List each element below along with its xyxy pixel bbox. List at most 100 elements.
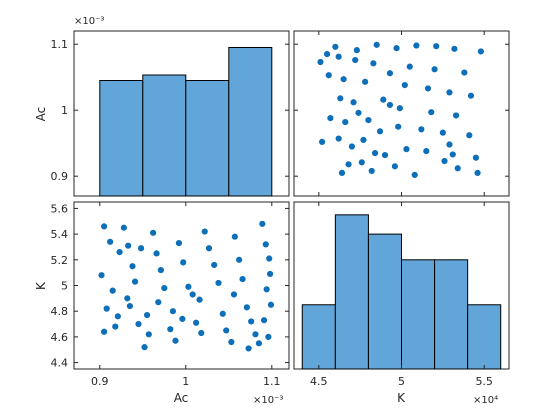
scatter-bl-point [180, 259, 187, 266]
scatter-tr-point [335, 53, 342, 60]
scatter-bl-point [101, 223, 108, 230]
hist-ac-y-tick-label: 1 [61, 104, 68, 117]
scatter-bl-point [155, 299, 162, 306]
scatter-bl-point [126, 302, 133, 310]
scatter-tr-point [345, 161, 352, 168]
scatter-bl-point [141, 344, 148, 351]
scatter-bl-point [161, 284, 168, 292]
scatter-bl-y-tick-label: 5.4 [51, 228, 69, 241]
scatter-bl-y-tick-label: 4.8 [51, 305, 69, 318]
scatter-bl-point [265, 333, 272, 340]
scatter-tr-point [360, 136, 367, 143]
scatter-bl-x-tick-label: 0.9 [91, 375, 109, 388]
scatter-tr-point [396, 105, 403, 112]
scatter-tr-point [355, 109, 362, 116]
scatter-bl-point [198, 329, 205, 337]
scatter-bl-x-tick-label: 1.1 [263, 375, 281, 388]
scatter-bl-point [131, 278, 139, 285]
scatter-tr-point [348, 143, 355, 150]
scatter-tr-point [406, 63, 413, 70]
hist-k-bars [301, 214, 502, 370]
scatter-bl-point [205, 245, 213, 252]
scatter-bl-point [193, 319, 200, 326]
scatter-top-right-points [317, 41, 484, 178]
scatter-bl-point [219, 310, 226, 317]
scatter-tr-point [393, 45, 400, 52]
scatter-tr-point [441, 157, 448, 165]
scatter-tr-point [439, 129, 446, 136]
scatter-bottom-left-ticks: 0.9 1 1.1 4.4 4.6 4.8 5 5.2 5.4 5.6 [51, 202, 289, 388]
scatter-tr-point [368, 167, 375, 175]
scatter-tr-point [362, 78, 369, 85]
scatter-bl-point [245, 345, 252, 352]
scatter-bl-point [266, 255, 273, 262]
scatter-tr-point [424, 85, 432, 92]
scatter-bl-point [172, 337, 179, 344]
scatter-bl-point [112, 323, 119, 330]
scatter-bl-point [236, 256, 243, 263]
scatter-bl-point [114, 313, 121, 320]
scatter-tr-point [477, 48, 484, 55]
x-label-k: K [397, 391, 406, 405]
scatter-bl-point [255, 340, 262, 347]
scatter-tr-point [418, 126, 425, 133]
scatter-bl-point [239, 275, 246, 283]
scatter-bl-point [137, 245, 145, 252]
scatter-bl-point [169, 308, 176, 315]
scatter-tr-point [319, 138, 326, 145]
scatter-bl-y-tick-label: 5.2 [51, 254, 69, 267]
hist-k-bar [301, 304, 336, 370]
scatter-tr-point [337, 95, 344, 102]
scatter-bl-point [248, 318, 255, 325]
hist-k-x-ticks: 4.5 5 5.5 [310, 202, 493, 388]
hist-k-bar [367, 233, 402, 370]
scatter-bl-point [107, 238, 114, 245]
scatter-tr-point [411, 171, 418, 178]
scatter-tr-point [474, 169, 481, 176]
scatter-bl-point [135, 320, 142, 328]
scatter-bl-point [144, 311, 151, 319]
scatter-bl-point [179, 315, 186, 322]
scatter-tr-point [380, 96, 387, 103]
scatter-bl-point [262, 241, 269, 248]
scatter-tr-point [467, 92, 475, 99]
scatter-bl-point [185, 283, 192, 290]
scatter-tr-point [342, 118, 349, 126]
panel-scatter-k-vs-ac [293, 30, 510, 197]
scatter-tr-point [323, 51, 331, 58]
panel-hist-ac: 0.9 1 1.1 ×10⁻³ Ac [34, 16, 290, 197]
panel-scatter-ac-vs-k: 0.9 1 1.1 4.4 4.6 4.8 5 5.2 5.4 5.6 K Ac ×10⁻³ [34, 201, 290, 406]
hist-ac-bar [142, 74, 187, 197]
scatter-bl-point [196, 296, 203, 303]
scatter-bl-y-tick-label: 4.6 [51, 331, 69, 344]
hist-ac-bar [99, 80, 144, 197]
ac-exponent-label-bottom: ×10⁻³ [253, 395, 283, 406]
scatter-tr-point [381, 151, 389, 159]
hist-ac-y-ticks: 0.9 1 1.1 [51, 38, 289, 183]
scatter-bl-point [125, 242, 132, 249]
scatter-tr-point [373, 41, 380, 48]
scatter-bl-point [201, 228, 208, 235]
scatter-tr-point [452, 112, 460, 119]
hist-k-bar [401, 259, 436, 370]
scatter-bl-point [230, 291, 238, 298]
ac-exponent-label-top: ×10⁻³ [74, 16, 104, 27]
scatter-tr-point [431, 66, 438, 73]
scatter-tr-point [446, 141, 453, 148]
scatter-bl-point [263, 286, 270, 293]
scatter-tr-point [317, 58, 324, 66]
scatter-bl-x-tick-label: 1 [182, 375, 189, 388]
scatter-bl-point [215, 279, 222, 287]
hist-ac-y-tick-label: 0.9 [51, 170, 69, 183]
scatter-tr-point [332, 43, 339, 50]
scatter-bl-point [231, 233, 238, 240]
hist-ac-bars [99, 47, 273, 197]
scatter-tr-point [454, 165, 461, 172]
scatter-tr-point [325, 72, 332, 79]
scatter-tr-point [353, 47, 360, 54]
scatter-bottom-left-points [98, 220, 275, 352]
scatter-tr-point [335, 135, 342, 142]
scatter-tr-point [391, 163, 398, 170]
scatter-tr-point [386, 70, 394, 77]
